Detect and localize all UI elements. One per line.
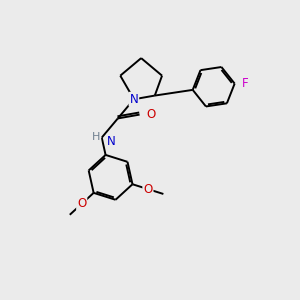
Text: O: O	[146, 108, 155, 121]
Text: N: N	[130, 93, 138, 106]
Text: H: H	[92, 132, 100, 142]
Text: N: N	[107, 135, 116, 148]
Text: F: F	[242, 77, 249, 90]
Text: O: O	[143, 183, 153, 196]
Text: O: O	[77, 197, 86, 210]
